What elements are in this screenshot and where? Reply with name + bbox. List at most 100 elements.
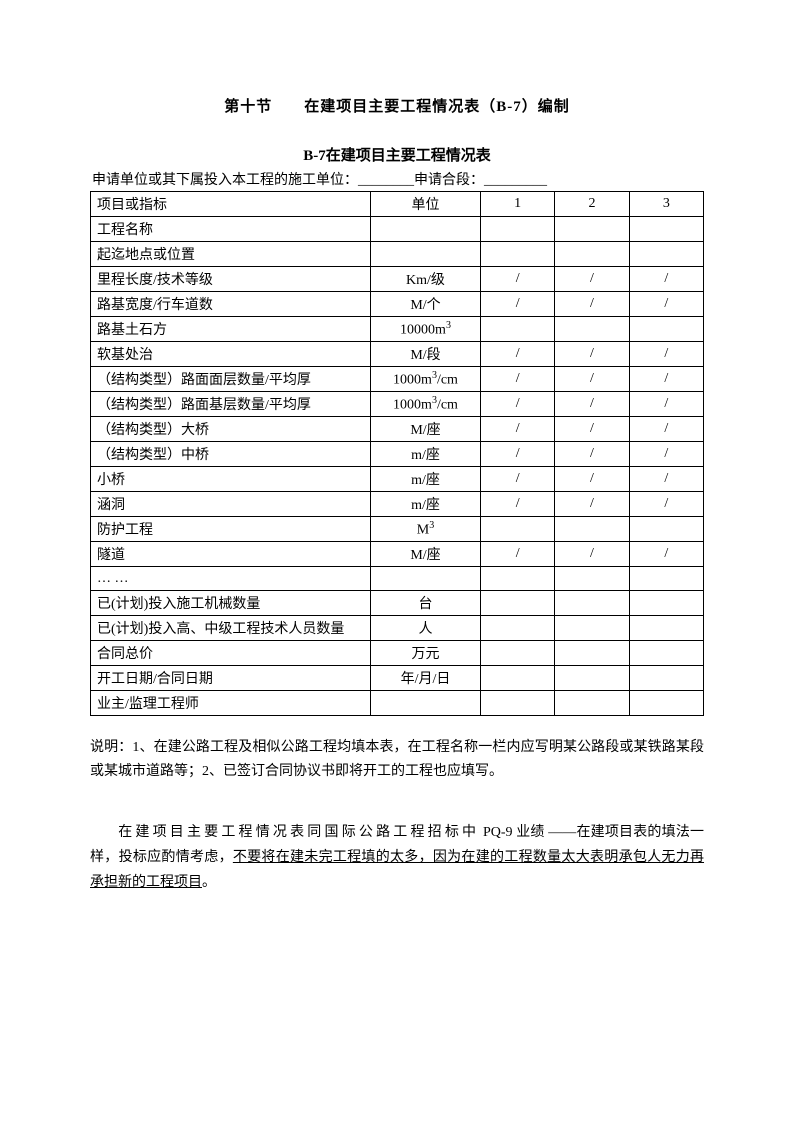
row-value: / [481,267,555,292]
row-value [555,317,629,342]
row-label: 业主/监理工程师 [91,691,371,716]
row-unit: Km/级 [371,267,481,292]
row-label: 小桥 [91,467,371,492]
row-value: / [629,442,703,467]
row-value: / [555,417,629,442]
table-row: 小桥m/座/// [91,467,704,492]
section-title: 第十节 在建项目主要工程情况表（B-7）编制 [90,95,704,116]
row-value: / [481,492,555,517]
para-end: 。 [202,875,216,890]
row-value: / [555,342,629,367]
row-value: 2 [555,192,629,217]
row-value: / [629,267,703,292]
row-label: 涵洞 [91,492,371,517]
row-value: / [629,392,703,417]
row-value: / [481,292,555,317]
table-row: 路基土石方10000m3 [91,317,704,342]
table-notes: 说明：1、在建公路工程及相似公路工程均填本表，在工程名称一栏内应写明某公路段或某… [90,736,704,784]
row-unit: M/段 [371,342,481,367]
row-label: 合同总价 [91,641,371,666]
table-row: 里程长度/技术等级Km/级/// [91,267,704,292]
row-value [481,517,555,542]
row-value [555,517,629,542]
row-unit: 年/月/日 [371,666,481,691]
row-value [629,242,703,267]
table-row: 起迄地点或位置 [91,242,704,267]
table-row: 工程名称 [91,217,704,242]
table-title: B-7在建项目主要工程情况表 [90,144,704,165]
table-row: 项目或指标单位123 [91,192,704,217]
table-row: 业主/监理工程师 [91,691,704,716]
row-value: / [481,467,555,492]
row-value: / [481,442,555,467]
row-value: 1 [481,192,555,217]
table-row: 涵洞m/座/// [91,492,704,517]
table-row: （结构类型）大桥M/座/// [91,417,704,442]
document-page: 第十节 在建项目主要工程情况表（B-7）编制 B-7在建项目主要工程情况表 申请… [0,0,794,1123]
table-row: 隧道M/座/// [91,542,704,567]
row-value: / [555,292,629,317]
row-value [555,641,629,666]
row-unit: 万元 [371,641,481,666]
row-value: / [481,417,555,442]
row-value: / [629,542,703,567]
row-value: / [629,292,703,317]
row-value: / [481,367,555,392]
row-value [555,567,629,591]
row-label: 起迄地点或位置 [91,242,371,267]
row-value [481,242,555,267]
row-unit: 人 [371,616,481,641]
row-unit [371,242,481,267]
row-value [629,217,703,242]
row-value [555,591,629,616]
row-value: / [555,542,629,567]
row-value [629,616,703,641]
table-row: 开工日期/合同日期年/月/日 [91,666,704,691]
table-row: 防护工程M3 [91,517,704,542]
row-label: 开工日期/合同日期 [91,666,371,691]
table-row: … … [91,567,704,591]
row-unit: m/座 [371,467,481,492]
row-value: / [629,467,703,492]
row-unit: 1000m3/cm [371,367,481,392]
explanation-paragraph: 在建项目主要工程情况表同国际公路工程招标中 PQ-9 业绩 ——在建项目表的填法… [90,820,704,896]
row-value [481,666,555,691]
row-unit: M3 [371,517,481,542]
row-label: 工程名称 [91,217,371,242]
table-row: 合同总价万元 [91,641,704,666]
row-value [629,641,703,666]
row-unit: 台 [371,591,481,616]
row-value: / [555,267,629,292]
row-value: / [555,492,629,517]
row-label: 路基土石方 [91,317,371,342]
row-value: / [555,392,629,417]
row-value [555,691,629,716]
row-label: 路基宽度/行车道数 [91,292,371,317]
row-unit [371,217,481,242]
row-value: / [555,467,629,492]
row-value: / [481,542,555,567]
row-value [481,691,555,716]
row-value [555,242,629,267]
row-label: … … [91,567,371,591]
pre-table-line: 申请单位或其下属投入本工程的施工单位：________申请合段：________… [90,169,704,189]
row-value [629,591,703,616]
row-unit: M/座 [371,542,481,567]
row-value [629,691,703,716]
row-unit [371,691,481,716]
row-label: 已(计划)投入施工机械数量 [91,591,371,616]
table-row: 路基宽度/行车道数M/个/// [91,292,704,317]
row-value: 3 [629,192,703,217]
row-value [481,591,555,616]
row-value: / [481,392,555,417]
table-row: 软基处治M/段/// [91,342,704,367]
table-row: 已(计划)投入高、中级工程技术人员数量人 [91,616,704,641]
row-label: （结构类型）路面面层数量/平均厚 [91,367,371,392]
row-label: （结构类型）大桥 [91,417,371,442]
row-value [629,517,703,542]
row-unit: M/座 [371,417,481,442]
row-value [481,217,555,242]
row-value [629,317,703,342]
row-value: / [629,417,703,442]
row-value [481,616,555,641]
